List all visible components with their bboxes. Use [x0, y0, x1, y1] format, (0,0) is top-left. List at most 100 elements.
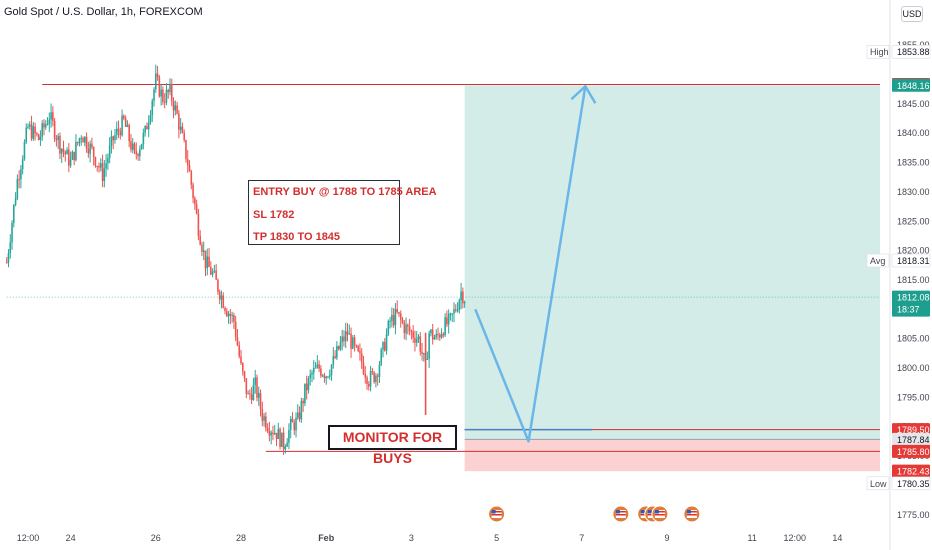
candle: [453, 309, 455, 314]
candle: [286, 442, 288, 447]
candle: [163, 101, 166, 103]
candle: [183, 132, 185, 141]
candle: [146, 126, 148, 130]
trade-note-box[interactable]: ENTRY BUY @ 1788 TO 1785 AREA SL 1782 TP…: [248, 180, 437, 245]
candle: [410, 331, 413, 333]
candle: [167, 89, 170, 93]
candle: [419, 336, 422, 352]
candle: [170, 83, 173, 101]
candle: [55, 138, 58, 141]
price-tag[interactable]: [892, 290, 930, 317]
candle: [137, 154, 139, 157]
price-tag-label: 1853.88: [897, 47, 930, 57]
candle: [233, 315, 235, 322]
candle: [439, 334, 441, 338]
side-tag-label: Low: [870, 479, 887, 489]
candle: [84, 136, 86, 143]
candle: [289, 418, 292, 430]
candle: [334, 356, 336, 358]
candle: [153, 89, 155, 101]
candle: [399, 313, 402, 320]
candle: [238, 345, 241, 357]
candle: [385, 334, 388, 351]
candle: [101, 163, 104, 181]
candle: [273, 432, 276, 435]
candle: [295, 417, 297, 431]
y-tick-label: 1840.00: [897, 128, 930, 138]
candle: [199, 235, 201, 245]
loss-zone: [464, 439, 880, 472]
price-tag[interactable]: [892, 78, 930, 92]
candle: [62, 148, 65, 152]
price-tag-label: 1848.16: [897, 81, 930, 91]
candle: [142, 132, 145, 145]
candle: [231, 315, 233, 317]
candle: [185, 140, 187, 160]
candle: [99, 163, 102, 168]
price-tag[interactable]: [891, 253, 931, 268]
price-tag-label: 1818.31: [897, 256, 930, 266]
candle: [355, 345, 358, 347]
candle: [300, 400, 303, 420]
x-tick-label: 14: [832, 533, 842, 543]
candle: [236, 337, 239, 346]
candle: [270, 432, 272, 436]
currency-button[interactable]: USD: [901, 6, 923, 22]
candle: [240, 356, 242, 364]
candle: [336, 346, 338, 358]
candle: [220, 295, 223, 300]
candle: [252, 385, 255, 400]
price-tag[interactable]: [892, 464, 930, 478]
candle: [415, 338, 418, 343]
candle: [135, 150, 138, 155]
candle: [321, 375, 324, 377]
candle: [394, 309, 397, 326]
candle: [36, 133, 38, 135]
candle: [190, 171, 193, 185]
candle: [433, 337, 436, 340]
candle: [92, 146, 95, 158]
side-tag-label: Avg: [870, 256, 885, 266]
price-tag-label: 1812.08: [897, 293, 930, 303]
candle: [28, 124, 31, 127]
candle: [343, 336, 345, 342]
candle: [304, 383, 306, 404]
candle: [131, 143, 134, 150]
us-flag-canton: [491, 510, 496, 514]
candle: [344, 331, 347, 342]
price-tag[interactable]: [891, 44, 931, 59]
candle: [50, 112, 52, 120]
candle: [421, 351, 423, 354]
price-tag[interactable]: [892, 432, 930, 446]
price-tag[interactable]: [891, 476, 931, 491]
candle: [451, 313, 454, 315]
us-flag-stripe: [615, 514, 626, 516]
us-flag-stripe: [491, 514, 502, 516]
candle: [277, 429, 280, 440]
projection-arrow[interactable]: [474, 86, 587, 443]
candle: [314, 367, 317, 369]
candle: [249, 393, 251, 395]
y-tick-label: 1795.00: [897, 392, 930, 402]
candle: [158, 76, 161, 97]
candle: [25, 127, 28, 142]
price-tag[interactable]: [892, 444, 930, 458]
entry-note: ENTRY BUY @ 1788 TO 1785 AREA: [253, 186, 437, 198]
candle: [430, 329, 432, 334]
candle: [256, 377, 258, 398]
candle: [78, 138, 81, 144]
candle: [23, 141, 26, 160]
candle: [224, 307, 226, 312]
candle: [405, 324, 407, 334]
candle: [364, 373, 367, 378]
candle: [91, 143, 93, 147]
x-tick-label: 9: [664, 533, 669, 543]
candle: [151, 100, 154, 116]
candle: [128, 125, 130, 142]
candle: [449, 313, 452, 315]
candle: [272, 432, 274, 435]
candle: [52, 112, 54, 122]
us-flag-canton: [615, 510, 620, 514]
monitor-note[interactable]: MONITOR FOR BUYS: [328, 425, 457, 466]
